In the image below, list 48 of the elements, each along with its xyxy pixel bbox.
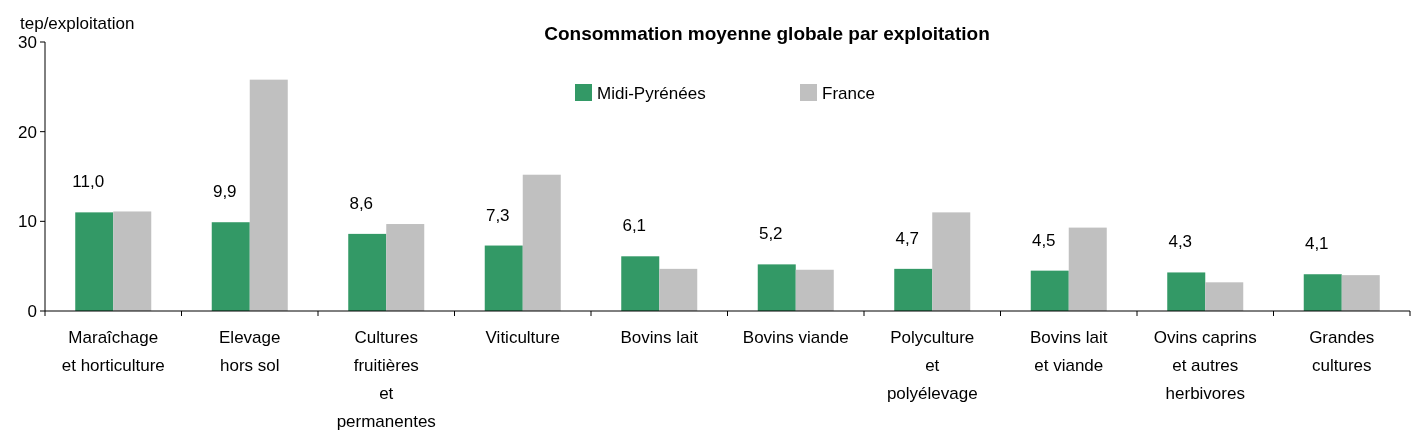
y-tick-label: 30 <box>18 32 37 52</box>
x-tick-label: Elevage hors sol <box>219 328 281 375</box>
x-tick-label: Polyculture et polyélevage <box>886 328 978 403</box>
bar <box>1341 275 1380 311</box>
x-tick-label: Ovins caprins et autres herbivores <box>1153 328 1257 403</box>
bar <box>757 264 796 311</box>
x-tick-label: Maraîchage et horticulture <box>61 328 165 375</box>
bar <box>75 212 114 311</box>
x-tick-label: Bovins lait et viande <box>1030 328 1108 375</box>
data-label: 4,7 <box>895 228 920 248</box>
y-tick-label: 0 <box>27 301 37 321</box>
data-label: 8,6 <box>349 193 374 213</box>
data-label: 4,3 <box>1168 232 1193 252</box>
legend-label: France <box>822 83 875 103</box>
bar <box>1167 272 1206 311</box>
bar <box>894 268 933 311</box>
bar <box>211 222 250 311</box>
x-tick-label: Cultures fruitières et permanentes <box>336 328 436 430</box>
bar <box>386 224 425 311</box>
x-tick-label: Bovins lait <box>620 328 699 347</box>
bar <box>113 211 152 311</box>
x-tick-label: Bovins viande <box>742 328 849 347</box>
bar <box>932 212 971 311</box>
bar <box>522 174 561 311</box>
data-label: 6,1 <box>622 216 647 236</box>
y-tick-label: 20 <box>18 122 37 142</box>
data-label: 4,1 <box>1304 234 1329 254</box>
bar <box>484 245 523 311</box>
y-axis-title: tep/exploitation <box>20 14 135 33</box>
data-label: 4,5 <box>1031 230 1056 250</box>
data-label: 7,3 <box>485 205 510 225</box>
data-label: 11,0 <box>72 172 105 192</box>
x-tick-label: Viticulture <box>485 328 560 347</box>
bar <box>1030 270 1069 311</box>
y-tick-label: 10 <box>18 212 37 232</box>
chart-title: Consommation moyenne globale par exploitation <box>544 23 990 44</box>
bar <box>659 268 698 311</box>
data-label: 5,2 <box>758 224 783 244</box>
bar <box>621 256 660 311</box>
x-tick-label: Grandes cultures <box>1309 328 1375 375</box>
data-label: 9,9 <box>212 182 237 202</box>
bar <box>1068 227 1107 311</box>
bar <box>348 233 387 311</box>
bar <box>249 79 288 311</box>
legend-label: Midi-Pyrénées <box>597 83 706 103</box>
bar <box>1303 274 1342 311</box>
bar <box>1205 282 1244 311</box>
bar <box>795 269 834 311</box>
